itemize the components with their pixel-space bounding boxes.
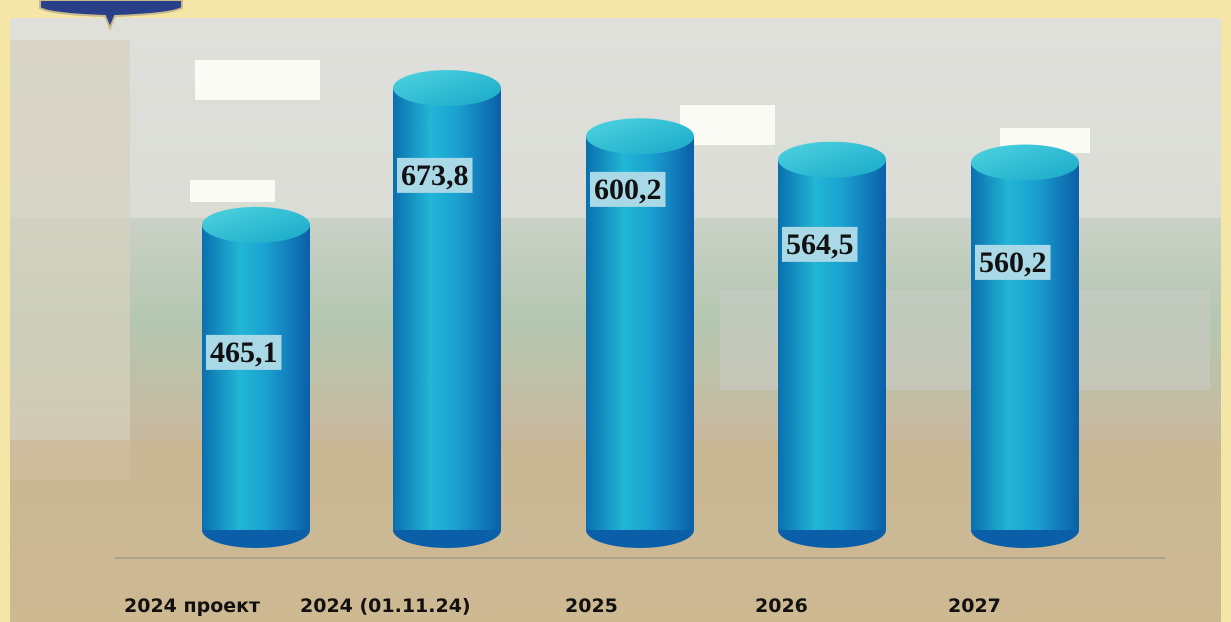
value-label-box (590, 171, 666, 207)
value-label: 560,2 (979, 246, 1047, 279)
value-label-box (206, 334, 282, 370)
bar (778, 159, 886, 531)
x-tick-label: 2025 (565, 595, 618, 617)
bar-top (202, 206, 310, 243)
bar-top (393, 69, 501, 106)
value-label: 564,5 (786, 228, 854, 261)
value-label: 600,2 (594, 173, 662, 206)
ceiling-light (195, 60, 320, 100)
bar-top (586, 118, 694, 155)
bar (971, 162, 1079, 531)
value-label: 465,1 (210, 336, 278, 369)
x-tick-label: 2026 (755, 595, 808, 617)
bar-top (971, 144, 1079, 181)
value-label-box (975, 244, 1051, 280)
value-label-box (397, 157, 473, 193)
x-tick-label: 2027 (948, 595, 1001, 617)
bar (202, 224, 310, 530)
ceiling-light (680, 105, 775, 145)
x-tick-label: 2024 (01.11.24) (300, 595, 471, 617)
curtain (10, 40, 130, 480)
emblem (39, 0, 183, 31)
x-tick-label: 2024 проект (124, 595, 260, 617)
value-label-box (782, 226, 858, 262)
plot: 465,1 2024 проект 673,8 2024 (01.11.24) 600,… (115, 69, 1165, 617)
value-label: 673,8 (401, 159, 469, 192)
ceiling-light (190, 180, 275, 202)
bar (393, 87, 501, 531)
bar-top (778, 141, 886, 178)
